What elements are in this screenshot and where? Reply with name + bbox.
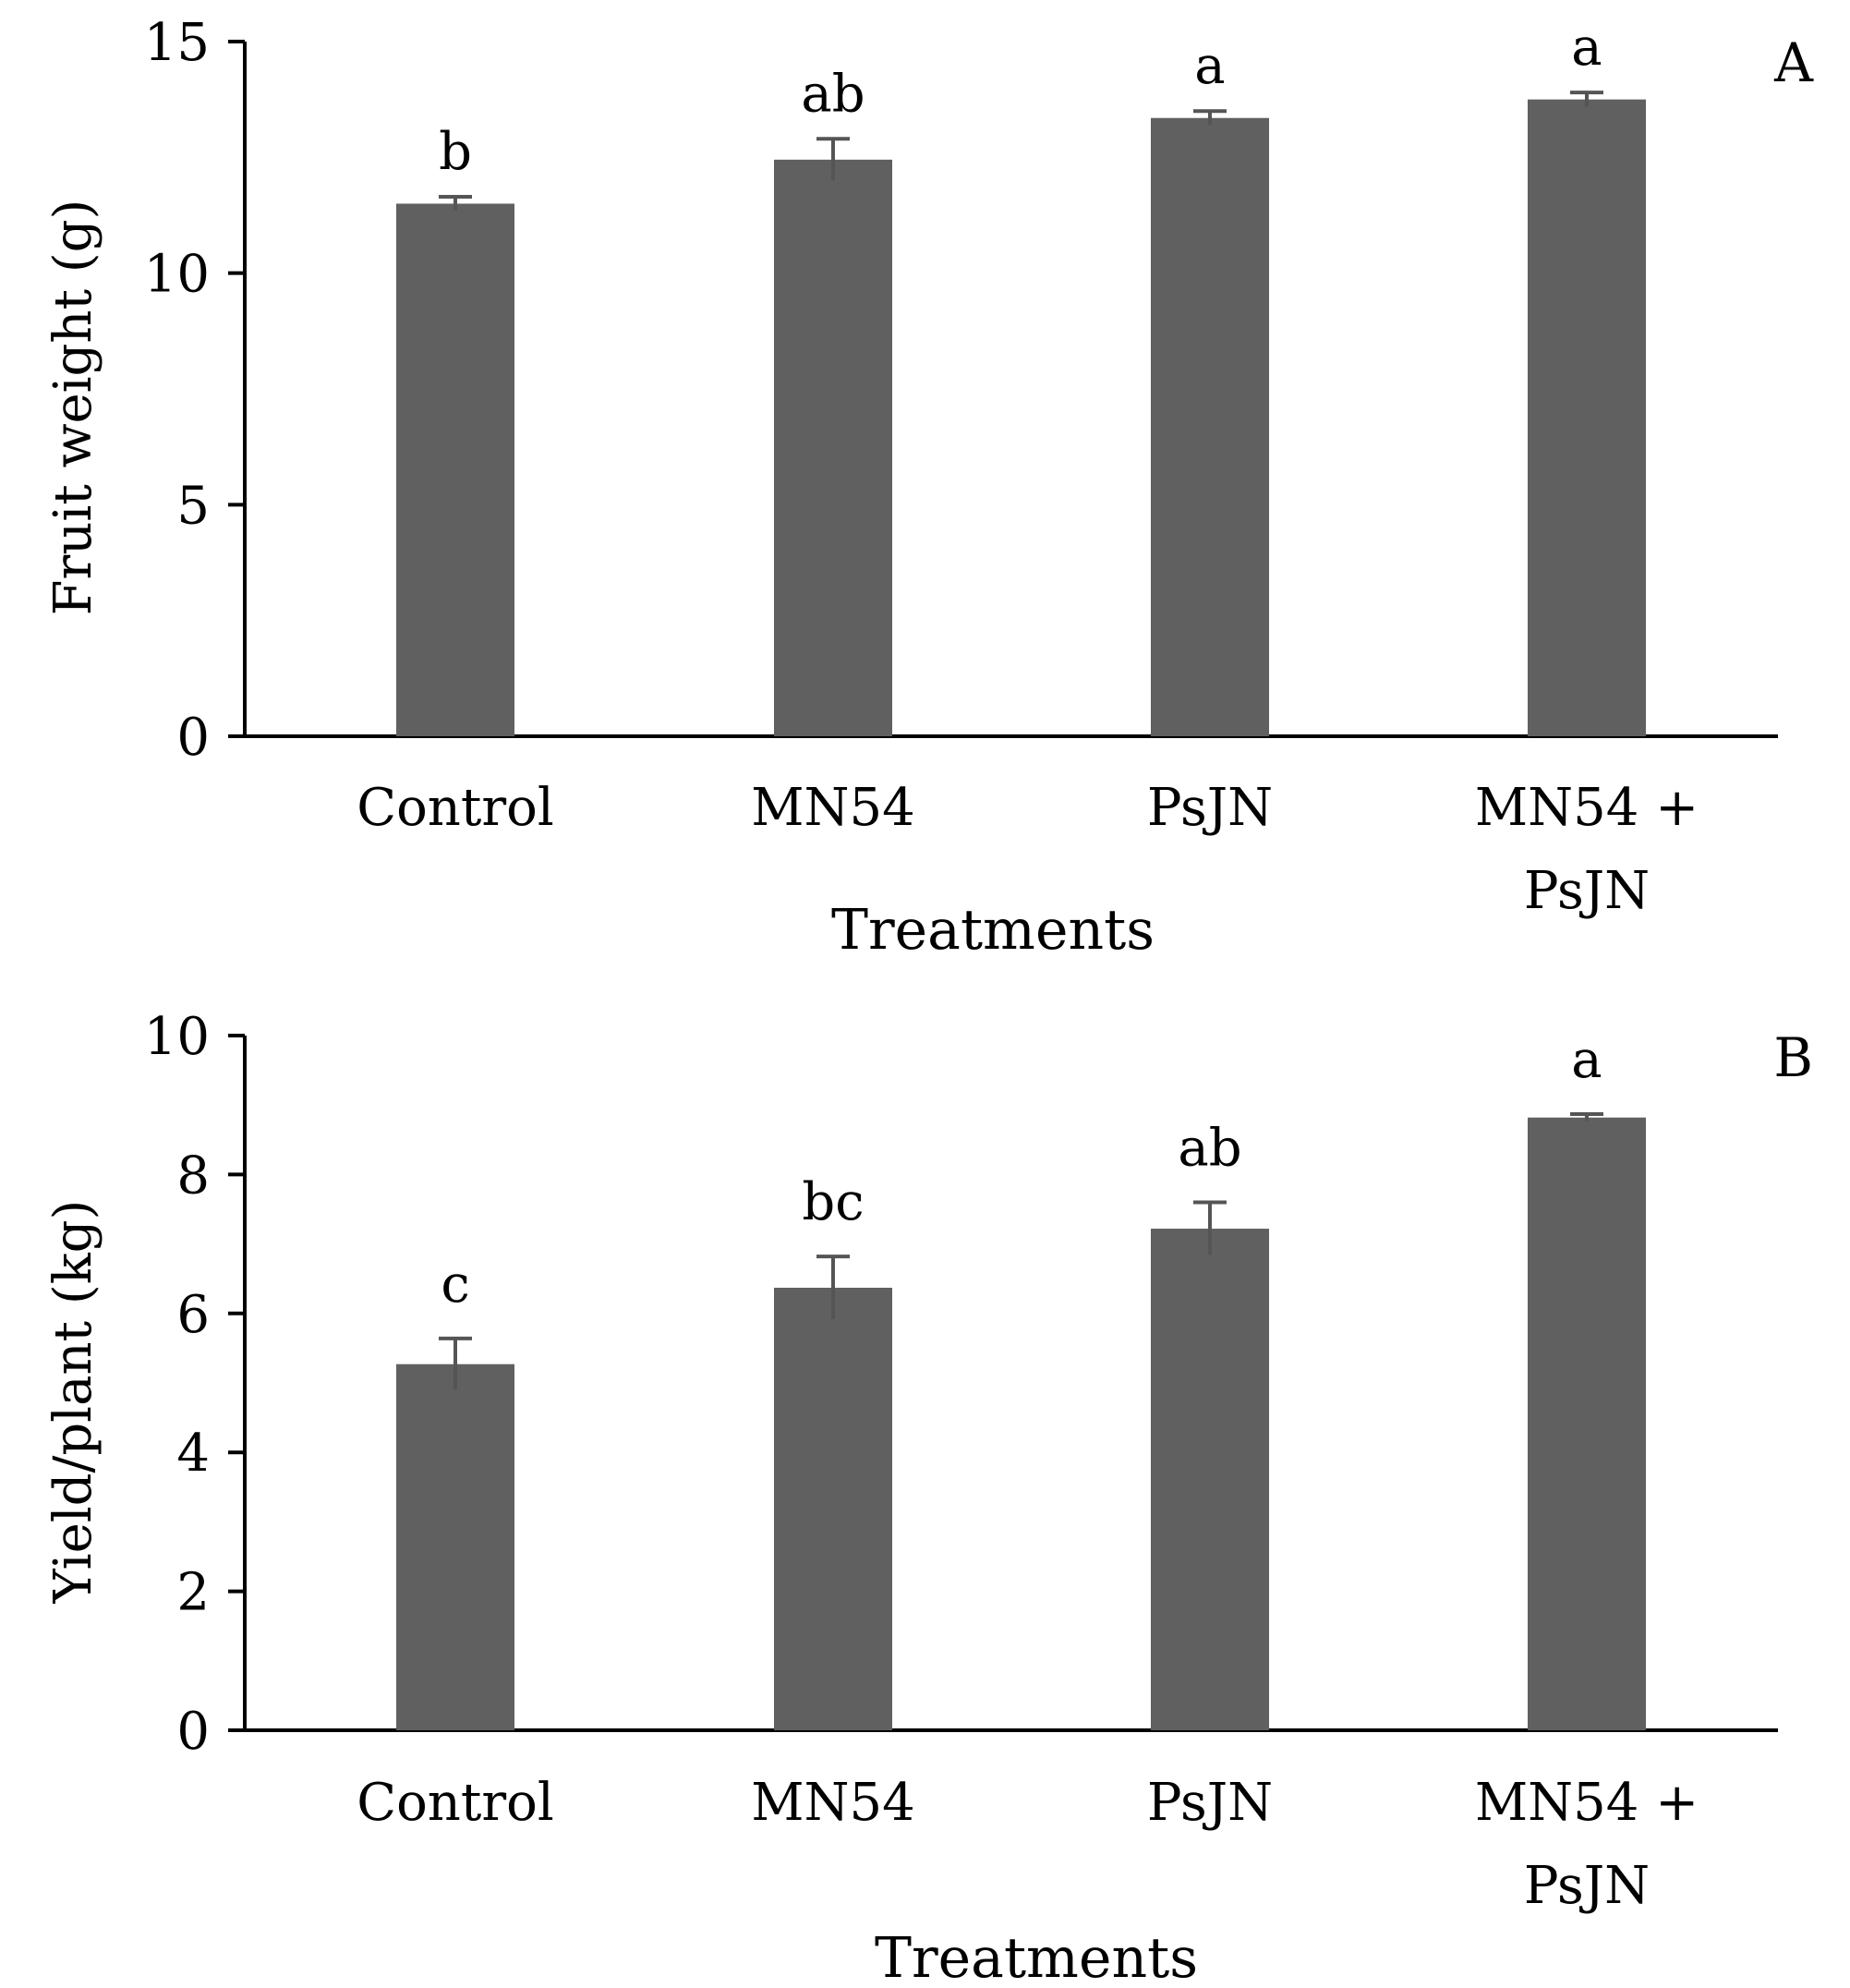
x-tick-label: Control	[357, 1773, 554, 1833]
x-tick-label: MN54 + PsJN	[1475, 1773, 1699, 1916]
y-tick-label: 8	[176, 1146, 210, 1206]
y-tick-label: 6	[176, 1285, 210, 1345]
bar	[774, 159, 892, 737]
significance-label: bc	[802, 1172, 864, 1232]
significance-label: c	[441, 1255, 469, 1315]
bar	[1528, 1117, 1646, 1730]
x-tick-label: MN54	[751, 1773, 915, 1833]
chart-panel-a: 0 5 10 15 Fruit weight (g) b Control ab MN54 a PsJ…	[43, 13, 1814, 963]
significance-label: a	[1571, 1030, 1602, 1090]
y-tick-label: 10	[144, 245, 210, 305]
x-tick-label: PsJN	[1147, 778, 1273, 838]
y-tick-label: 2	[176, 1563, 210, 1623]
bar	[774, 1287, 892, 1730]
x-tick-label: PsJN	[1147, 1773, 1273, 1833]
y-tick-label: 0	[176, 708, 210, 768]
significance-label: b	[439, 122, 472, 182]
x-axis-label: Treatments	[831, 898, 1155, 963]
y-tick-label: 0	[176, 1702, 210, 1762]
y-tick-label: 5	[176, 476, 210, 536]
x-tick-label: MN54	[751, 778, 915, 838]
x-tick-label: Control	[357, 778, 554, 838]
bar	[1528, 99, 1646, 736]
chart-panel-b: 0 2 4 6 8 10 Yield/plant (kg) c Control bc MN54 ab P…	[43, 1007, 1813, 1988]
y-axis-label: Fruit weight (g)	[43, 200, 103, 616]
significance-label: a	[1571, 18, 1602, 78]
significance-label: ab	[1178, 1118, 1241, 1178]
significance-label: ab	[801, 64, 865, 124]
y-tick-label: 10	[144, 1007, 210, 1067]
panel-label: A	[1773, 31, 1814, 94]
bar	[396, 1364, 514, 1730]
bar	[1151, 117, 1269, 737]
y-tick-label: 4	[176, 1424, 210, 1484]
significance-label: a	[1194, 36, 1225, 96]
y-tick-label: 15	[144, 13, 210, 73]
x-axis-label: Treatments	[875, 1926, 1198, 1988]
panel-label: B	[1773, 1026, 1813, 1089]
y-axis-label: Yield/plant (kg)	[43, 1200, 103, 1605]
x-tick-label: MN54 + PsJN	[1475, 778, 1699, 921]
bar	[1151, 1229, 1269, 1730]
bar	[396, 203, 514, 736]
